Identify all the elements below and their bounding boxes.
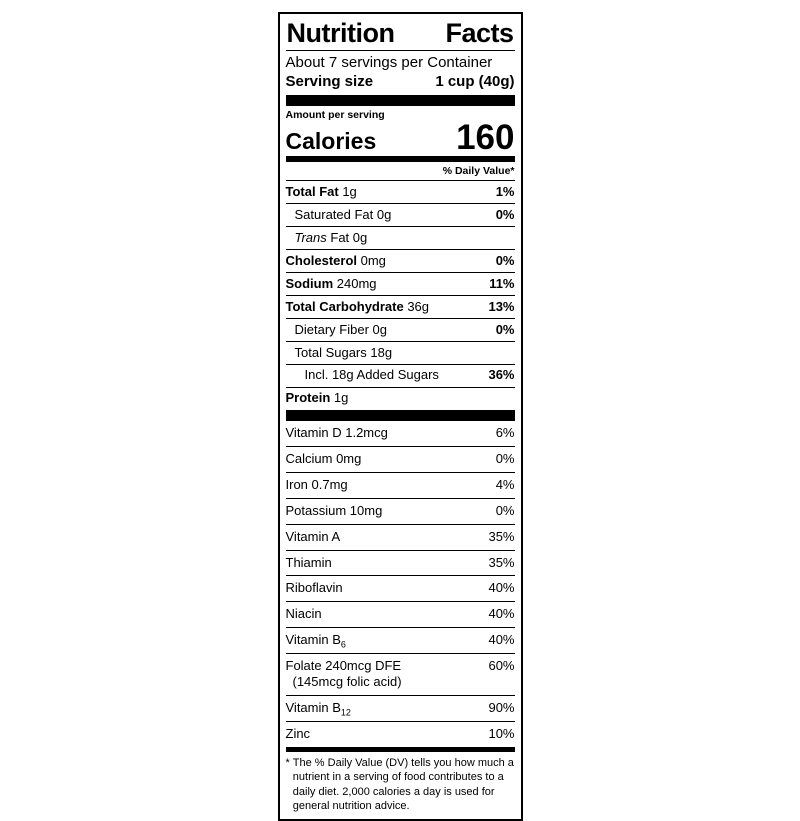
nutrient-name: Dietary Fiber 0g <box>294 321 387 337</box>
divider <box>285 50 515 52</box>
nutrient-dv: 40% <box>488 580 515 596</box>
calories-row: Calories 160 <box>285 117 515 157</box>
row-total-fat: Total Fat 1g 1% <box>285 180 515 203</box>
nutrient-name: Saturated Fat 0g <box>294 206 392 222</box>
serving-size-value: 1 cup (40g) <box>435 73 515 91</box>
nutrient-dv: 0% <box>495 321 515 337</box>
row-trans-fat: Trans Fat 0g <box>285 226 515 249</box>
nutrient-name: Total Sugars 18g <box>294 344 393 360</box>
row-vitamin-a: Vitamin A 35% <box>285 523 515 550</box>
calories-label: Calories <box>285 127 377 154</box>
nutrient-dv: 0% <box>495 450 515 466</box>
row-saturated-fat: Saturated Fat 0g 0% <box>285 203 515 226</box>
row-vitamin-d: Vitamin D 1.2mcg 6% <box>286 421 515 446</box>
amount-per-serving: Amount per serving <box>285 109 385 122</box>
nutrient-dv: 0% <box>495 502 515 518</box>
row-thiamin: Thiamin 35% <box>285 549 515 576</box>
subscript: 6 <box>340 639 346 650</box>
nutrient-dv: 60% <box>488 658 515 674</box>
nutrient-name: Vitamin D 1.2mcg <box>285 424 388 440</box>
nutrient-name: Zinc <box>285 726 311 742</box>
page-background: Nutrition Facts About 7 servings per Con… <box>277 12 523 821</box>
row-sodium: Sodium 240mg 11% <box>285 272 515 295</box>
nutrient-name: Vitamin B6 <box>285 632 346 650</box>
row-added-sugars: Incl. 18g Added Sugars 36% <box>285 363 515 387</box>
daily-value-header: % Daily Value* <box>442 165 515 178</box>
nutrient-dv: 35% <box>488 554 515 570</box>
title-word-nutrition: Nutrition <box>286 18 395 48</box>
servings-per-container: About 7 servings per Container <box>285 54 493 72</box>
nutrient-name: Riboflavin <box>285 580 343 596</box>
row-dietary-fiber: Dietary Fiber 0g 0% <box>285 318 515 341</box>
row-vitamin-b12: Vitamin B12 90% <box>285 695 515 721</box>
nutrient-dv: 13% <box>488 298 515 314</box>
vitamins-section: Vitamin D 1.2mcg 6% Calcium 0mg 0% Iron … <box>285 421 515 747</box>
row-total-sugars: Total Sugars 18g <box>285 341 515 364</box>
row-protein: Protein 1g <box>285 386 515 410</box>
footnote-asterisk: * <box>285 757 290 769</box>
row-riboflavin: Riboflavin 40% <box>285 575 515 601</box>
nutrient-name: Vitamin A <box>285 528 341 544</box>
thick-separator-bar <box>285 95 515 107</box>
row-total-carbohydrate: Total Carbohydrate 36g 13% <box>285 295 515 318</box>
nutrient-name: Sodium 240mg <box>285 275 377 291</box>
nutrient-dv: 4% <box>495 476 515 492</box>
subscript: 12 <box>340 707 351 718</box>
thin-separator-bar <box>285 747 515 752</box>
nutrient-name: Folate 240mcg DFE (145mcg folic acid) <box>285 658 402 690</box>
nutrient-dv: 40% <box>488 606 515 622</box>
medium-separator-bar <box>285 156 515 163</box>
nutrient-dv: 0% <box>495 206 515 222</box>
nutrient-dv: 36% <box>488 367 515 383</box>
thick-separator-bar <box>285 409 515 421</box>
title-word-facts: Facts <box>445 18 514 48</box>
row-niacin: Niacin 40% <box>285 601 515 627</box>
row-potassium: Potassium 10mg 0% <box>285 497 515 524</box>
nutrient-dv: 35% <box>488 528 515 544</box>
label-title: Nutrition Facts <box>286 18 515 50</box>
nutrient-dv: 40% <box>488 632 515 648</box>
row-cholesterol: Cholesterol 0mg 0% <box>285 249 515 272</box>
nutrient-name: Niacin <box>285 606 322 622</box>
serving-size-row: Serving size 1 cup (40g) <box>286 72 515 95</box>
nutrient-name: Thiamin <box>285 554 332 570</box>
daily-value-footnote: * The % Daily Value (DV) tells you how m… <box>286 752 515 813</box>
nutrient-name: Vitamin B12 <box>285 700 351 718</box>
nutrient-name: Incl. 18g Added Sugars <box>304 367 439 383</box>
nutrient-name: Calcium 0mg <box>285 450 362 466</box>
nutrient-name: Cholesterol 0mg <box>285 252 386 268</box>
row-zinc: Zinc 10% <box>285 721 515 747</box>
nutrient-dv: 90% <box>488 700 515 716</box>
folate-detail-line: (145mcg folic acid) <box>292 674 402 690</box>
nutrition-facts-label: Nutrition Facts About 7 servings per Con… <box>277 12 523 821</box>
nutrient-name: Potassium 10mg <box>285 502 383 518</box>
nutrient-name: Iron 0.7mg <box>285 476 348 492</box>
nutrient-dv: 10% <box>488 726 515 742</box>
row-iron: Iron 0.7mg 4% <box>285 471 515 498</box>
nutrient-name: Protein 1g <box>285 390 349 406</box>
nutrient-dv: 6% <box>495 424 515 440</box>
row-vitamin-b6: Vitamin B6 40% <box>285 627 515 653</box>
nutrient-dv: 0% <box>495 252 515 268</box>
row-calcium: Calcium 0mg 0% <box>285 445 515 472</box>
calories-value: 160 <box>456 117 515 157</box>
nutrient-dv: 1% <box>495 183 515 199</box>
nutrient-name: Total Carbohydrate 36g <box>285 298 430 314</box>
nutrient-name: Total Fat 1g <box>285 183 357 199</box>
row-folate: Folate 240mcg DFE (145mcg folic acid) 60% <box>285 653 515 695</box>
nutrient-dv: 11% <box>489 275 515 291</box>
footnote-text: The % Daily Value (DV) tells you how muc… <box>292 757 514 812</box>
nutrient-name: Trans Fat 0g <box>294 229 368 245</box>
serving-size-label: Serving size <box>285 73 374 91</box>
